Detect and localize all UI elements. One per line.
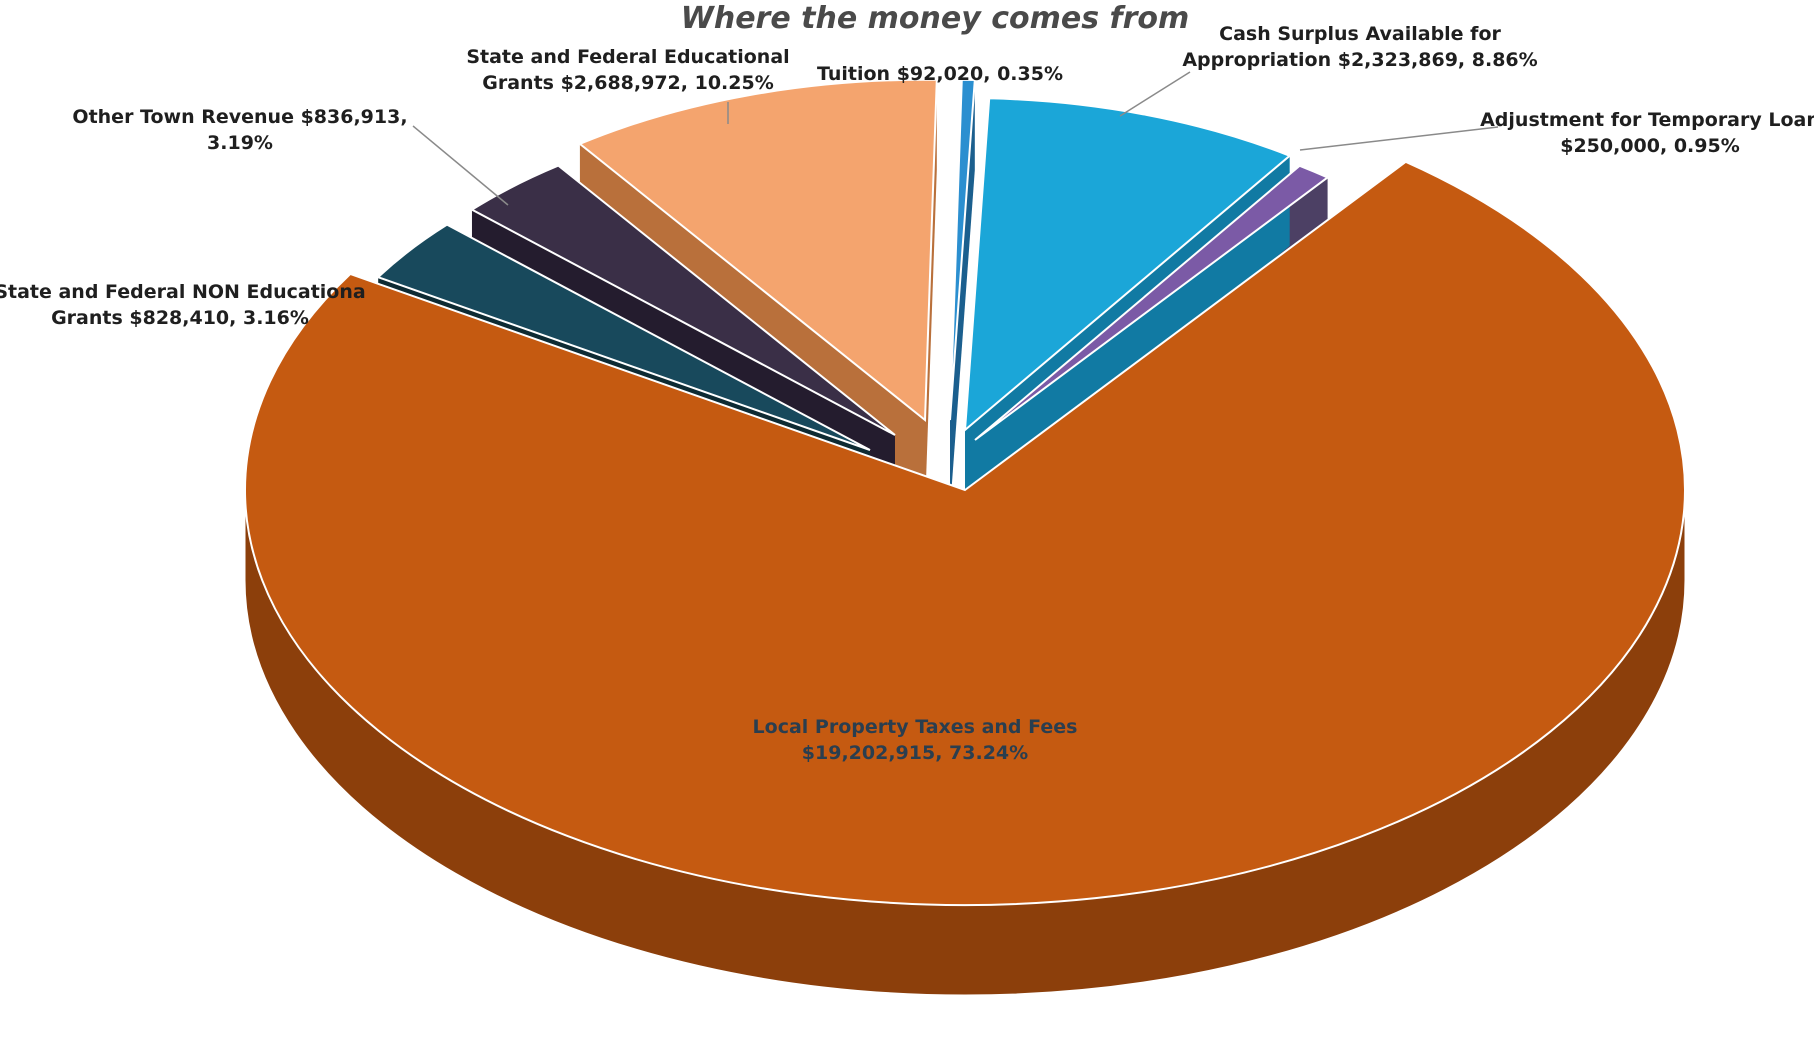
slice-label-nonedu: State and Federal NON Educationa bbox=[0, 281, 366, 303]
slice-label-local: Local Property Taxes and Fees bbox=[753, 716, 1078, 738]
slice-label-tuition: Tuition $92,020, 0.35% bbox=[817, 63, 1063, 85]
leader-line-other bbox=[412, 125, 509, 206]
pie-slice-nonedu bbox=[376, 223, 871, 451]
leader-line-loan bbox=[1299, 126, 1499, 151]
pie-wall-tuition bbox=[950, 80, 975, 510]
slice-label-other: Other Town Revenue $836,913, bbox=[72, 106, 407, 128]
pie-slice-local bbox=[244, 160, 1686, 906]
slice-label-surplus: Appropriation $2,323,869, 8.86% bbox=[1182, 49, 1537, 71]
leader-line-surplus bbox=[1119, 71, 1191, 117]
leader-lines bbox=[412, 71, 1499, 206]
pie-slice-tuition bbox=[949, 78, 976, 421]
pie-slice-edu bbox=[577, 78, 938, 423]
pie-slice-other bbox=[469, 164, 896, 436]
slice-label-local: $19,202,915, 73.24% bbox=[802, 742, 1028, 764]
slice-label-edu: State and Federal Educational bbox=[466, 46, 789, 68]
slice-label-loan: Adjustment for Temporary Loan bbox=[1480, 109, 1814, 131]
pie-slice-loan bbox=[974, 164, 1330, 441]
slice-label-loan: $250,000, 0.95% bbox=[1560, 135, 1740, 157]
pie-slice-surplus bbox=[963, 97, 1292, 433]
slice-label-nonedu: Grants $828,410, 3.16% bbox=[51, 307, 309, 329]
slice-label-edu: Grants $2,688,972, 10.25% bbox=[482, 72, 774, 94]
pie-slices bbox=[244, 78, 1686, 996]
chart-title: Where the money comes from bbox=[681, 1, 1189, 36]
slice-label-other: 3.19% bbox=[207, 132, 273, 154]
slice-label-surplus: Cash Surplus Available for bbox=[1219, 23, 1501, 45]
slice-labels: Local Property Taxes and Fees $19,202,915… bbox=[0, 23, 1814, 764]
